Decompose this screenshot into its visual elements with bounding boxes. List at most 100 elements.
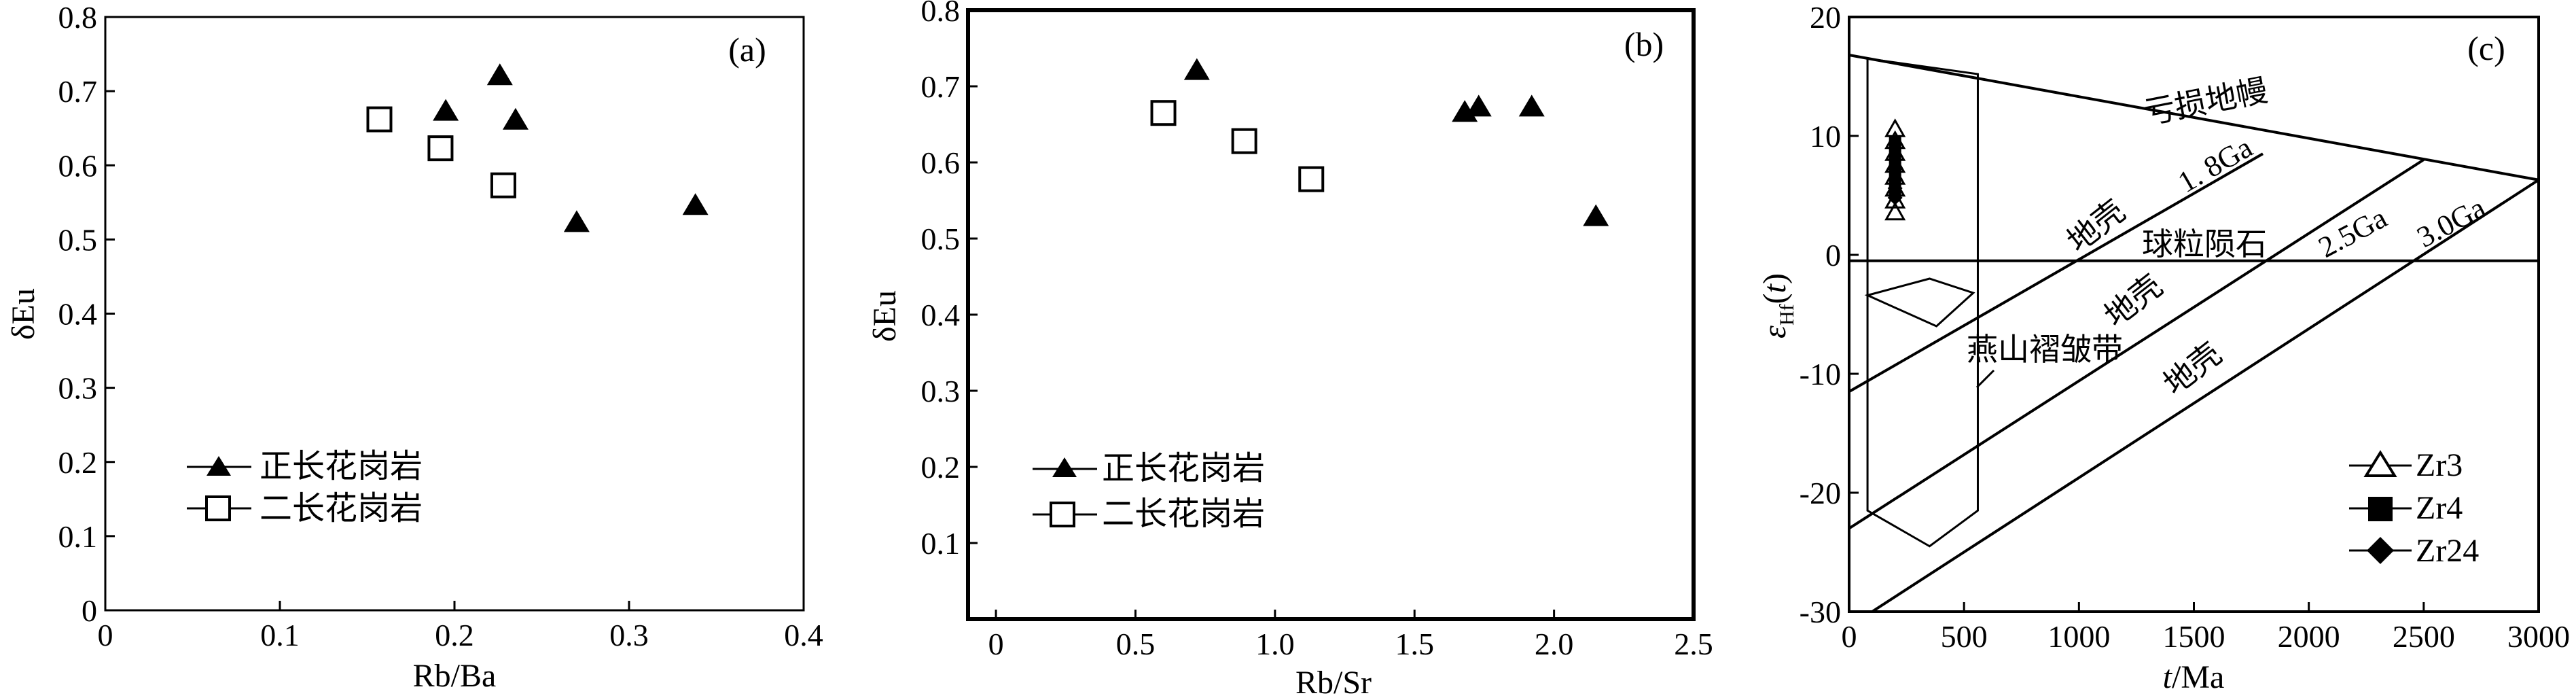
chart-b-y-tick-label: 0.8 (921, 0, 961, 28)
chart-b-legend-square-marker (1050, 502, 1075, 527)
chart-b-panel-label: (b) (1624, 25, 1664, 63)
chart-c-inner-field-outline (1864, 277, 1975, 328)
chart-a-y-tick-label: 0.3 (58, 371, 98, 406)
chart-c-y-axis-label: εHf(t) (1757, 273, 1798, 338)
chart-a-legend-square-marker (205, 495, 231, 521)
chart-c-x-tick-label: 0 (1842, 619, 1857, 654)
chart-b-series-1-point-1 (1231, 128, 1257, 154)
chart-a-legend-label-1: 二长花岗岩 (260, 491, 423, 527)
chart-c-y-tick-label: -10 (1800, 357, 1841, 391)
chart-a-legend: 正长花岗岩 二长花岗岩 (187, 449, 423, 527)
chart-c-x-tick-label: 1000 (2047, 619, 2110, 654)
chart-b-x-tick-label: 1.5 (1395, 627, 1434, 661)
chart-a-series-0-point-1 (486, 63, 513, 86)
chart-b-y-tick-label: 0.5 (921, 222, 961, 256)
chart-c-x-tick-label: 2000 (2278, 619, 2340, 654)
chart-a-series-1-point-2 (490, 172, 516, 198)
chart-a-legend-label-0: 正长花岗岩 (260, 449, 423, 485)
chart-a-series-0-point-4 (682, 193, 709, 215)
chart-b-legend-triangle-marker (1052, 457, 1077, 477)
chart-a-y-tick-label: 0 (82, 593, 97, 628)
chart-b-plot-frame (966, 8, 1696, 621)
chart-a-series-0-point-3 (563, 210, 590, 232)
chart-a-y-tick-label: 0.8 (58, 0, 98, 35)
chart-c-series-2-point-4 (1887, 181, 1903, 196)
chart-c-legend-label-0: Zr3 (2416, 447, 2463, 483)
chart-a-x-tick-label: 0.2 (435, 618, 474, 652)
chart-c-series-2-point-5 (1887, 190, 1903, 205)
chart-a-x-tick-label: 0.4 (784, 618, 823, 652)
chart-c-reference-line-4 (1871, 179, 2540, 613)
chart-c-legend-open-triangle-marker (2363, 450, 2397, 477)
chart-c-legend: Zr3 Zr4 Zr24 (2349, 447, 2479, 569)
chart-a-y-axis-label: δEu (5, 288, 41, 340)
chart-c: (c) t/Ma εHf(t) 0 500 1000 1500 2000 2500 3000… (1757, 0, 2570, 695)
chart-c-region-label-crust-2: 地壳 (2098, 268, 2169, 334)
chart-a-panel-label: (a) (728, 31, 766, 69)
chart-a-y-tick-label: 0.2 (58, 445, 98, 480)
chart-c-legend-label-1: Zr4 (2416, 490, 2463, 526)
svg-text:t/Ma: t/Ma (2163, 659, 2225, 695)
chart-b-series-0-point-0 (1183, 58, 1210, 80)
chart-a-series-1-point-0 (366, 106, 393, 133)
chart-a-series-0-point-0 (433, 99, 459, 121)
chart-c-legend-filled-diamond-marker (2367, 537, 2394, 564)
chart-c-series-2-point-1 (1887, 152, 1903, 167)
chart-a-y-tick-label: 0.4 (58, 297, 98, 332)
chart-c-series-2-point-0 (1887, 140, 1903, 156)
chart-a-y-tick-label: 0.7 (58, 74, 98, 109)
chart-a-x-tick-label: 0.3 (609, 618, 649, 652)
chart-a-y-tick-label: 0.5 (58, 222, 98, 257)
chart-c-series-2-point-2 (1887, 162, 1903, 177)
chart-b-y-tick-label: 0.1 (921, 526, 961, 561)
chart-b-x-axis-label: Rb/Sr (1295, 665, 1372, 700)
chart-c-x-tick-label: 2500 (2393, 619, 2455, 654)
chart-c-reference-label-chondrite: 球粒陨石 (2142, 227, 2267, 262)
chart-a-series-0-point-2 (502, 107, 529, 130)
chart-b-legend: 正长花岗岩 二长花岗岩 (1033, 451, 1265, 532)
chart-c-y-tick-label: 20 (1810, 0, 1841, 35)
chart-b-y-axis-label: δEu (867, 290, 903, 342)
chart-a: (a) Rb/Ba δEu 0 0.1 0.2 0.3 0.4 0 0.1 0.2 0.3 0.4… (5, 0, 823, 694)
chart-b-x-tick-label: 0.5 (1116, 627, 1156, 661)
chart-c-reference-label-3.0ga: 3.0Ga (2412, 191, 2491, 254)
chart-a-y-tick-label: 0.6 (58, 148, 98, 183)
chart-c-y-tick-label: 10 (1810, 119, 1841, 154)
chart-c-series-2-point-3 (1887, 171, 1903, 186)
chart-b-series-0-point-2 (1465, 94, 1492, 117)
chart-c-x-tick-label: 1500 (2163, 619, 2225, 654)
chart-c-reference-line-2 (1848, 152, 2264, 393)
chart-b: (b) Rb/Sr δEu 0 0.5 1.0 1.5 2.0 2.5 0.1 0.2 0.3 0… (867, 0, 1713, 700)
chart-c-region-label-yanshan-fold-belt: 燕山褶皱带 (1967, 332, 2123, 367)
chart-c-y-tick-label: 0 (1825, 238, 1841, 273)
chart-c-x-tick-label: 500 (1941, 619, 1988, 654)
chart-b-legend-label-0: 正长花岗岩 (1102, 451, 1265, 487)
chart-c-reference-label-depleted-mantle: 亏损地幔 (2141, 73, 2270, 130)
chart-b-series-1-point-0 (1150, 100, 1177, 126)
chart-a-series-1-point-1 (427, 135, 454, 162)
chart-c-x-tick-label: 3000 (2507, 619, 2570, 654)
chart-a-x-tick-label: 0 (98, 618, 113, 652)
chart-a-legend-triangle-marker (207, 456, 231, 476)
chart-c-legend-filled-square-marker (2368, 497, 2393, 521)
chart-c-yanshan-fold-belt-pointer (1975, 369, 1995, 389)
chart-b-x-tick-label: 2.0 (1535, 627, 1574, 661)
chart-c-x-axis-label: t/Ma (2163, 659, 2225, 695)
svg-text:εHf(t): εHf(t) (1757, 273, 1798, 338)
chart-b-y-tick-label: 0.2 (921, 450, 961, 485)
chart-c-legend-label-2: Zr24 (2416, 533, 2479, 569)
chart-a-y-tick-label: 0.1 (58, 519, 98, 554)
chart-b-y-tick-label: 0.4 (921, 298, 961, 332)
chart-b-series-1-point-2 (1298, 166, 1325, 192)
chart-c-fold-belt-outline (1866, 57, 1979, 548)
chart-a-plot-frame (104, 16, 805, 612)
chart-b-x-tick-label: 2.5 (1674, 627, 1713, 661)
chart-b-series-0-point-4 (1583, 204, 1609, 226)
chart-c-reference-line-0 (1848, 54, 2539, 181)
chart-c-reference-label-1.8ga: 1. 8Ga (2172, 130, 2258, 199)
chart-c-y-tick-label: -20 (1800, 476, 1841, 510)
chart-c-y-tick-label: -30 (1800, 595, 1841, 629)
chart-c-reference-line-3 (1848, 158, 2425, 530)
chart-a-x-axis-label: Rb/Ba (413, 658, 497, 694)
